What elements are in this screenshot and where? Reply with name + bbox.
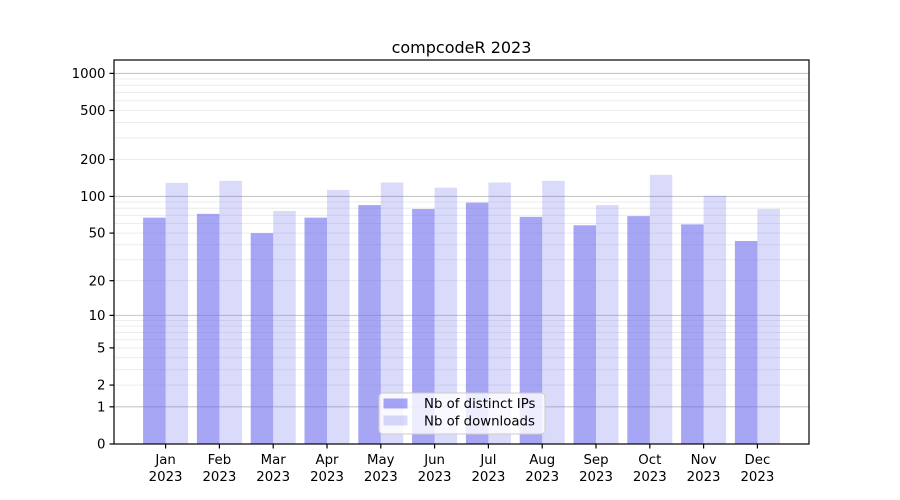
bar-distinct-ips-jun: [412, 208, 435, 444]
y-tick-label: 0: [97, 438, 105, 453]
y-tick-label: 20: [89, 274, 106, 289]
x-tick-label-year: 2023: [687, 470, 721, 485]
bar-distinct-ips-dec: [734, 241, 758, 444]
bar-distinct-ips-mar: [250, 233, 274, 444]
x-tick-label-month: Jun: [423, 453, 445, 468]
x-tick-label-month: Nov: [691, 453, 717, 468]
x-tick-label-month: Apr: [315, 453, 339, 468]
y-tick-label: 2: [97, 379, 105, 394]
x-tick-label-year: 2023: [310, 470, 344, 485]
x-tick-label-month: Mar: [261, 453, 287, 468]
bar-distinct-ips-nov: [681, 224, 704, 444]
x-tick-label-year: 2023: [256, 470, 290, 485]
legend-label-distinct-ips: Nb of distinct IPs: [424, 397, 536, 412]
legend-swatch-downloads: [383, 415, 408, 426]
y-tick-label: 500: [80, 104, 105, 119]
x-tick-label-year: 2023: [471, 470, 505, 485]
y-tick-label: 1000: [72, 67, 106, 82]
y-tick-label: 10: [89, 309, 106, 324]
x-tick-label-year: 2023: [149, 470, 183, 485]
x-tick-label-year: 2023: [740, 470, 774, 485]
y-tick-label: 5: [97, 341, 105, 356]
bar-downloads-dec: [757, 208, 780, 444]
x-tick-label-month: Sep: [583, 453, 608, 468]
bar-distinct-ips-jul: [465, 202, 489, 444]
bar-downloads-aug: [542, 180, 565, 444]
legend-label-downloads: Nb of downloads: [424, 415, 535, 430]
y-tick-label: 1: [97, 400, 105, 415]
y-tick-label: 50: [89, 227, 106, 242]
x-tick-label-month: Dec: [745, 453, 771, 468]
x-tick-label-year: 2023: [525, 470, 559, 485]
bar-distinct-ips-aug: [519, 216, 543, 444]
legend-box: [378, 392, 546, 435]
x-tick-label-month: Aug: [529, 453, 555, 468]
x-tick-label-month: Oct: [638, 453, 661, 468]
bar-distinct-ips-jan: [143, 217, 166, 444]
bar-downloads-feb: [219, 180, 242, 444]
bar-distinct-ips-may: [358, 205, 381, 444]
x-tick-label-year: 2023: [579, 470, 613, 485]
x-tick-label-month: Jan: [154, 453, 176, 468]
x-tick-label-month: Feb: [208, 453, 232, 468]
bar-downloads-jun: [434, 187, 458, 444]
x-tick-label-month: May: [367, 453, 395, 468]
bar-downloads-may: [380, 182, 404, 444]
bar-distinct-ips-feb: [196, 213, 220, 444]
bar-downloads-oct: [649, 174, 673, 444]
legend: Nb of distinct IPs Nb of downloads: [378, 392, 546, 435]
bar-downloads-jul: [488, 182, 511, 444]
bar-distinct-ips-sep: [573, 225, 596, 444]
x-tick-label-year: 2023: [364, 470, 398, 485]
plot-frame: [113, 59, 810, 445]
x-tick-label-year: 2023: [418, 470, 452, 485]
bar-distinct-ips-oct: [627, 216, 650, 444]
bar-distinct-ips-apr: [304, 217, 327, 444]
y-tick-label: 100: [80, 190, 105, 205]
bar-downloads-jan: [165, 182, 189, 444]
bar-downloads-apr: [327, 189, 350, 444]
legend-swatch-distinct-ips: [383, 398, 408, 409]
bar-downloads-nov: [703, 195, 727, 444]
x-tick-label-month: Jul: [479, 453, 496, 468]
bar-downloads-sep: [596, 205, 619, 444]
x-tick-label-year: 2023: [633, 470, 667, 485]
bar-downloads-mar: [273, 210, 296, 444]
chart-title: compcodeR 2023: [391, 38, 532, 57]
x-tick-label-year: 2023: [202, 470, 236, 485]
y-tick-label: 200: [80, 153, 105, 168]
